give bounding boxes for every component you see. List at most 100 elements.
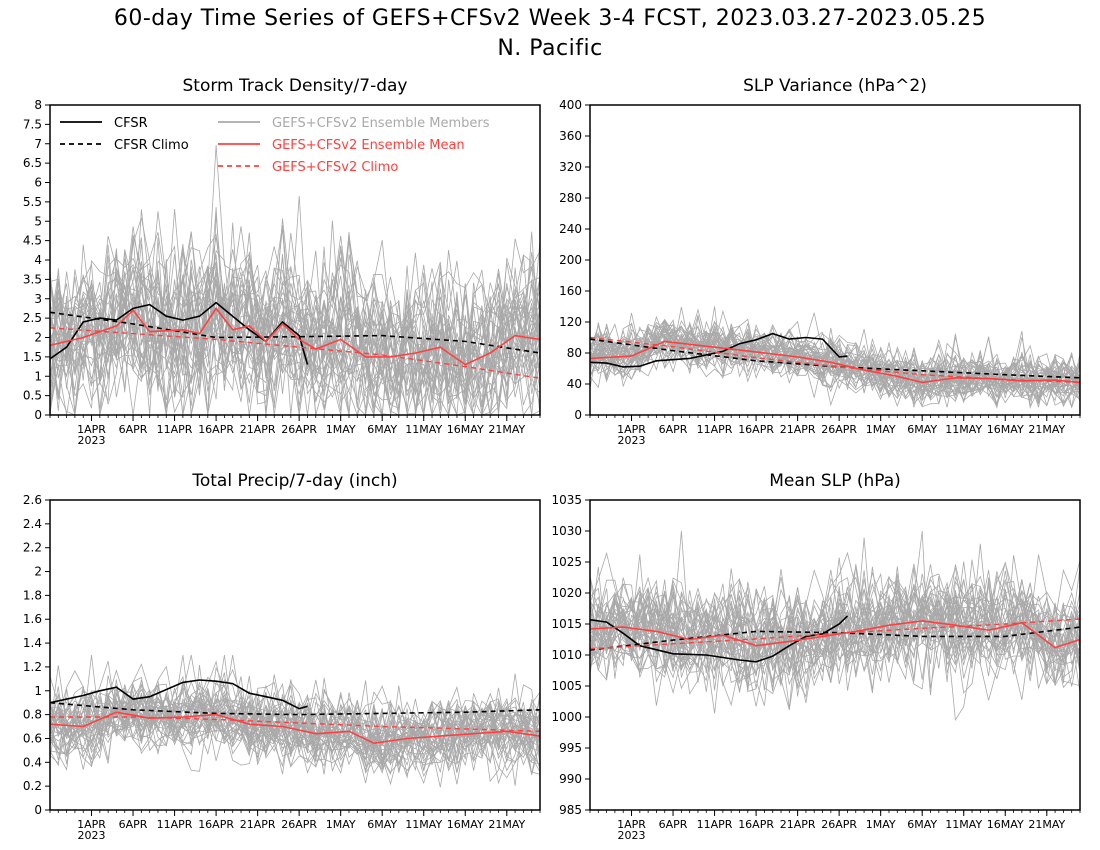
x-tick-label: 6APR [119,423,148,436]
y-tick-label: 1025 [551,555,582,569]
ensemble-member-line [590,583,1080,670]
x-tick-label: 21MAY [1028,423,1065,436]
ensemble-member-line [50,145,540,396]
ensemble-member-line [590,319,1080,408]
ensemble-member-line [590,306,1080,399]
y-tick-label: 2.4 [23,517,42,531]
x-tick-label: 11APR [697,818,733,831]
y-tick-label: 1035 [551,493,582,507]
legend-label: GEFS+CFSv2 Climo [272,160,398,175]
y-tick-label: 4 [34,253,42,267]
chart-panel-1: Storm Track Density/7-day 0 0.5 1 1.5 2 2.5 3 3.… [23,76,541,447]
x-tick-year: 2023 [618,434,646,447]
ensemble-member-line [590,583,1080,692]
series-line-dashed-black [590,338,1080,379]
series-line-solid-red [50,711,540,745]
x-tick-year: 2023 [78,829,106,842]
panel-title: SLP Variance (hPa^2) [743,76,927,96]
plot-frame [49,499,541,811]
ensemble-member-line [50,266,540,415]
y-tick-label: 0 [34,408,42,422]
y-tick-label: 3 [34,292,42,306]
x-tick-label: 16MAY [987,818,1024,831]
ensemble-member-line [50,665,540,764]
x-tick-label: 11MAY [405,818,442,831]
y-tick-label: 1.6 [23,612,42,626]
y-tick-label: 360 [559,129,582,143]
y-tick-label: 2.5 [23,311,42,325]
y-tick-label: 320 [559,160,582,174]
x-tick-label: 1MAY [866,423,896,436]
x-tick-label: 21APR [780,423,816,436]
ensemble-member-line [50,231,540,415]
y-tick-label: 2.2 [23,541,42,555]
y-tick-label: 3.5 [23,272,42,286]
y-tick-label: 1015 [551,617,582,631]
series-line-dashed-black [50,311,540,354]
ensemble-member-line [590,566,1080,680]
chart-panel-2: SLP Variance (hPa^2) 0 40 80 120 160 200 240 280… [559,76,1081,447]
legend-label: GEFS+CFSv2 Ensemble Members [272,116,490,131]
x-tick-label: 11MAY [945,423,982,436]
series-line-dashed-red [50,716,540,732]
ensemble-member-line [50,251,540,412]
x-tick-label: 16MAY [987,423,1024,436]
ensemble-member-line [50,697,540,778]
ensemble-member-line [50,695,540,784]
y-tick-label: 6.5 [23,156,42,170]
series-line-solid-black [590,615,849,663]
chart-panel-4: Mean SLP (hPa) 985 990 995 1000 1005 1010 1015 1… [551,471,1081,842]
plot-area [50,654,540,788]
y-tick-label: 120 [559,315,582,329]
ensemble-member-line [50,218,540,375]
ensemble-member-line [590,594,1080,692]
y-tick-label: 200 [559,253,582,267]
ensemble-member-line [590,557,1080,659]
x-tick-label: 1APR [617,423,646,436]
y-tick-label: 995 [559,741,582,755]
ensemble-member-line [50,676,540,767]
panel-title: Total Precip/7-day (inch) [191,471,397,491]
y-tick-label: 8 [34,98,42,112]
ensemble-member-line [590,543,1080,671]
x-tick-label: 16APR [198,818,234,831]
x-tick-year: 2023 [618,829,646,842]
y-tick-label: 2 [34,331,42,345]
y-tick-label: 1.5 [23,350,42,364]
x-tick-label: 6APR [659,423,688,436]
panel-title: Storm Track Density/7-day [183,76,408,96]
figure-region: N. Pacific [497,36,603,61]
y-tick-label: 1 [34,684,42,698]
plot-area [590,530,1080,721]
x-tick-label: 11MAY [405,423,442,436]
figure-title: 60-day Time Series of GEFS+CFSv2 Week 3-… [113,6,987,31]
y-tick-label: 0 [34,803,42,817]
series-line-dashed-red [590,618,1080,650]
legend-label: CFSR [114,116,148,131]
y-tick-label: 1 [34,369,42,383]
x-tick-label: 16MAY [447,423,484,436]
y-tick-label: 990 [559,772,582,786]
x-tick-label: 11APR [157,818,193,831]
ensemble-member-line [50,195,540,404]
x-tick-label: 26APR [281,818,317,831]
y-tick-label: 2 [34,565,42,579]
plot-area [50,145,540,415]
y-tick-label: 1020 [551,586,582,600]
x-tick-label: 16APR [738,423,774,436]
y-tick-label: 1.8 [23,588,42,602]
y-tick-label: 1000 [551,710,582,724]
x-tick-label: 6APR [659,818,688,831]
y-tick-label: 5.5 [23,195,42,209]
x-tick-label: 11APR [697,423,733,436]
x-tick-label: 16APR [198,423,234,436]
x-tick-label: 26APR [821,818,857,831]
chart-panel-3: Total Precip/7-day (inch)00.20.40.60.811… [23,471,541,842]
y-tick-label: 80 [567,346,582,360]
y-tick-label: 6 [34,176,42,190]
x-tick-label: 26APR [281,423,317,436]
x-tick-label: 21APR [240,423,276,436]
ensemble-member-line [590,598,1080,721]
ensemble-member-line [590,318,1080,399]
y-tick-label: 4.5 [23,234,42,248]
